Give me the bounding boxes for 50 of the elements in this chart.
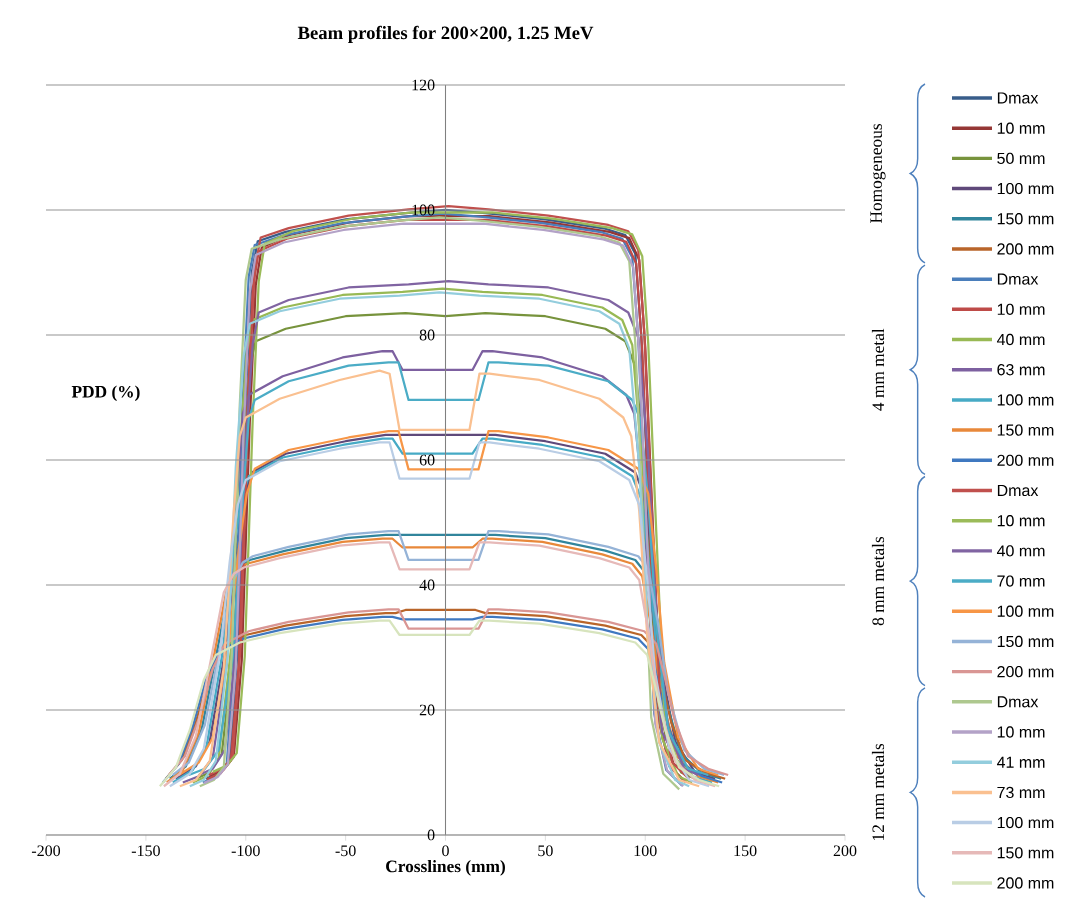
text: Homogeneous bbox=[870, 124, 886, 224]
y-tick-label: 120 bbox=[412, 79, 435, 91]
y-tick-label: 20 bbox=[419, 704, 435, 716]
x-tick-label: 100 bbox=[634, 845, 657, 857]
x-tick-label: -100 bbox=[231, 845, 260, 857]
legend-label: 200 mm bbox=[997, 454, 1054, 466]
legend-label: 100 mm bbox=[997, 182, 1054, 195]
legend-label: 10 mm bbox=[997, 726, 1045, 738]
legend-label: 73 mm bbox=[997, 786, 1045, 799]
y-tick-label: 60 bbox=[419, 454, 435, 466]
legend-label: 150 mm bbox=[997, 213, 1054, 225]
x-axis-title: Crosslines (mm) bbox=[386, 860, 505, 876]
legend-label: 200 mm bbox=[997, 243, 1054, 255]
y-tick-label: 40 bbox=[419, 579, 435, 591]
legend-label: 100 mm bbox=[997, 394, 1054, 406]
legend-label: 10 mm bbox=[997, 122, 1045, 134]
legend-label: 150 mm bbox=[997, 847, 1054, 859]
legend-label: Dmax bbox=[997, 484, 1039, 497]
x-tick-label: 50 bbox=[538, 845, 553, 857]
legend-label: 200 mm bbox=[997, 877, 1054, 889]
text: 12 mm metals bbox=[871, 743, 885, 840]
x-tick-label: 200 bbox=[833, 845, 857, 857]
y-axis-title: PDD (%) bbox=[71, 385, 140, 402]
x-tick-label: 150 bbox=[734, 845, 757, 857]
legend-label: 41 mm bbox=[996, 756, 1045, 768]
y-tick-label: 80 bbox=[419, 329, 435, 341]
x-tick-label: -50 bbox=[335, 845, 356, 857]
y-tick-label: 0 bbox=[427, 829, 435, 841]
y-tick-label: 100 bbox=[412, 204, 435, 216]
chart-title: Beam profiles for 200×200, 1.25 MeV bbox=[297, 25, 594, 43]
legend-label: Dmax bbox=[997, 273, 1039, 285]
legend-label: 70 mm bbox=[997, 575, 1045, 587]
legend-label: 150 mm bbox=[997, 424, 1054, 436]
legend-label: Dmax bbox=[997, 696, 1039, 708]
legend-label: 10 mm bbox=[997, 515, 1045, 527]
text: 8 mm metals bbox=[871, 536, 885, 626]
legend-label: 40 mm bbox=[996, 545, 1045, 557]
legend-label: Dmax bbox=[997, 92, 1039, 104]
legend-label: 150 mm bbox=[997, 635, 1054, 648]
text: 4 mm metal bbox=[871, 328, 885, 411]
legend-label: 63 mm bbox=[997, 364, 1045, 376]
legend-label: 200 mm bbox=[997, 665, 1054, 678]
x-tick-label: 0 bbox=[442, 845, 449, 857]
x-tick-label: -200 bbox=[31, 845, 61, 857]
x-tick-label: -150 bbox=[131, 845, 160, 857]
legend-label: 40 mm bbox=[996, 333, 1045, 346]
legend-label: 100 mm bbox=[997, 605, 1054, 617]
legend-label: 100 mm bbox=[997, 816, 1054, 829]
legend-label: 10 mm bbox=[997, 303, 1045, 315]
legend-label: 50 mm bbox=[997, 152, 1045, 165]
